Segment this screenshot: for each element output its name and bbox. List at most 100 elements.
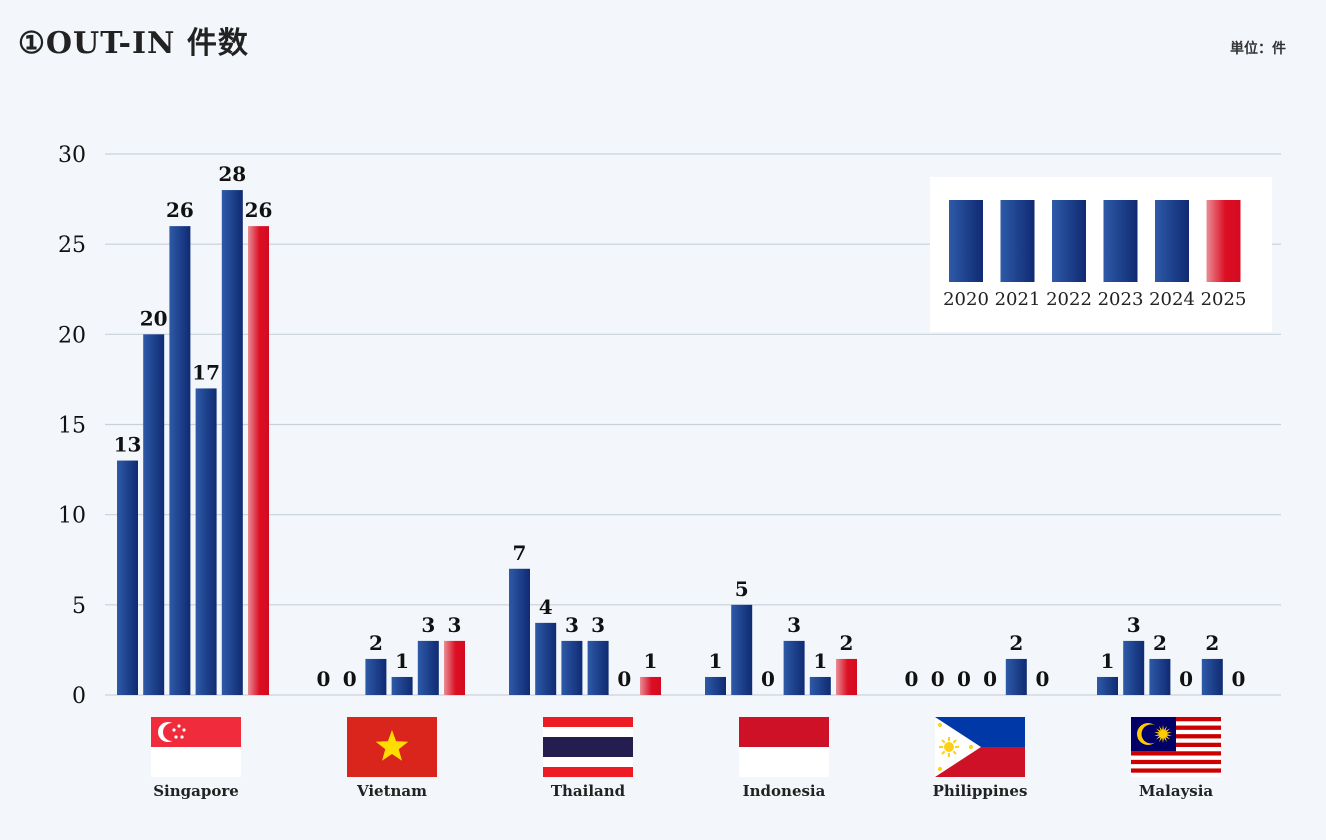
- legend-label-2022: 2022: [1046, 289, 1092, 310]
- value-label: 4: [539, 595, 553, 619]
- bar-singapore-2024: [221, 190, 243, 696]
- bar-thailand-2020: [509, 568, 530, 695]
- legend-swatch-2021: [1000, 200, 1035, 282]
- value-label: 2: [840, 631, 854, 655]
- bar-vietnam-2023: [391, 676, 413, 695]
- category-label-vietnam: Vietnam: [356, 782, 427, 800]
- bar-singapore-2025: [248, 226, 269, 695]
- category-labels: Singapore Vietnam Thailand Indonesia Philipp…: [153, 782, 1213, 800]
- singapore-flag: [151, 717, 241, 777]
- bar-singapore-2021: [143, 334, 165, 695]
- bar-vietnam-2024: [417, 640, 439, 695]
- unit-label: 単位：件: [1230, 41, 1286, 57]
- philippines-flag: [935, 717, 1025, 777]
- value-label: 0: [343, 667, 357, 691]
- value-label: 28: [218, 162, 246, 186]
- value-label: 0: [1036, 667, 1050, 691]
- value-label: 1: [709, 649, 723, 673]
- vietnam-flag: [347, 717, 437, 777]
- value-label: 3: [421, 613, 435, 637]
- bar-malaysia-2021: [1123, 640, 1145, 695]
- value-label: 0: [761, 667, 775, 691]
- flags: [151, 717, 1221, 778]
- value-label: 0: [617, 667, 631, 691]
- bar-singapore-2023: [195, 388, 217, 695]
- legend-swatch-2025: [1206, 200, 1241, 282]
- bar-vietnam-2022: [365, 658, 387, 695]
- y-axis: 0 5 10 15 20 25 30: [58, 143, 86, 709]
- value-label: 1: [813, 649, 827, 673]
- value-label: 7: [513, 541, 527, 565]
- legend-label-2020: 2020: [943, 289, 989, 310]
- legend-label-2024: 2024: [1149, 289, 1195, 310]
- category-label-indonesia: Indonesia: [743, 782, 826, 800]
- value-label: 2: [1205, 631, 1219, 655]
- value-label: 0: [931, 667, 945, 691]
- y-tick-label: 0: [72, 684, 86, 709]
- value-label: 2: [1153, 631, 1167, 655]
- chart-title: ①OUT-IN 件数: [18, 26, 249, 61]
- y-tick-label: 20: [58, 323, 86, 348]
- bar-singapore-2020: [117, 460, 138, 695]
- bar-malaysia-2020: [1097, 676, 1118, 695]
- gridlines: [105, 153, 1281, 696]
- value-label: 0: [983, 667, 997, 691]
- y-tick-label: 5: [72, 594, 86, 619]
- value-label: 20: [140, 306, 168, 330]
- legend-label-2025: 2025: [1201, 289, 1247, 310]
- legend-swatch-2023: [1103, 200, 1138, 282]
- y-tick-label: 30: [58, 143, 86, 168]
- value-label: 1: [1101, 649, 1115, 673]
- y-tick-label: 10: [58, 504, 86, 529]
- y-tick-label: 15: [58, 414, 86, 439]
- legend-label-2023: 2023: [1098, 289, 1144, 310]
- bar-thailand-2022: [561, 640, 583, 695]
- value-label: 2: [1009, 631, 1023, 655]
- indonesia-flag: [739, 717, 829, 777]
- y-tick-label: 25: [58, 233, 86, 258]
- bar-malaysia-2024: [1201, 658, 1223, 695]
- value-label: 3: [787, 613, 801, 637]
- value-label: 1: [395, 649, 409, 673]
- bar-malaysia-2022: [1149, 658, 1171, 695]
- category-label-malaysia: Malaysia: [1139, 782, 1214, 800]
- legend-swatch-2024: [1155, 200, 1189, 282]
- value-label: 0: [317, 667, 331, 691]
- value-label: 13: [114, 433, 142, 457]
- malaysia-flag: [1131, 717, 1221, 778]
- value-label: 5: [735, 577, 749, 601]
- bar-thailand-2023: [587, 640, 609, 695]
- value-label: 2: [369, 631, 383, 655]
- bar-indonesia-2021: [731, 604, 753, 695]
- value-label: 0: [1179, 667, 1193, 691]
- value-label: 1: [644, 649, 658, 673]
- legend-swatch-2022: [1052, 200, 1086, 282]
- value-label: 0: [905, 667, 919, 691]
- value-label: 3: [565, 613, 579, 637]
- category-label-thailand: Thailand: [551, 782, 626, 800]
- value-label: 3: [448, 613, 462, 637]
- value-label: 0: [957, 667, 971, 691]
- bar-indonesia-2020: [705, 676, 726, 695]
- legend: 2020 2021 2022 2023 2024 2025: [930, 177, 1272, 332]
- value-label: 26: [245, 198, 273, 222]
- value-label: 26: [166, 198, 194, 222]
- bar-indonesia-2024: [809, 676, 831, 695]
- bars: [117, 190, 1223, 696]
- value-label: 0: [1232, 667, 1246, 691]
- bar-thailand-2021: [535, 622, 557, 695]
- value-label: 3: [1127, 613, 1141, 637]
- category-label-singapore: Singapore: [153, 782, 239, 800]
- bar-indonesia-2025: [836, 658, 857, 695]
- bar-philippines-2024: [1005, 658, 1027, 695]
- bar-singapore-2022: [169, 226, 191, 695]
- bar-thailand-2025: [640, 676, 661, 695]
- bar-indonesia-2023: [783, 640, 805, 695]
- value-label: 3: [591, 613, 605, 637]
- value-label: 17: [192, 360, 220, 384]
- legend-swatch-2020: [949, 200, 983, 282]
- legend-label-2021: 2021: [995, 289, 1041, 310]
- thailand-flag: [543, 717, 633, 777]
